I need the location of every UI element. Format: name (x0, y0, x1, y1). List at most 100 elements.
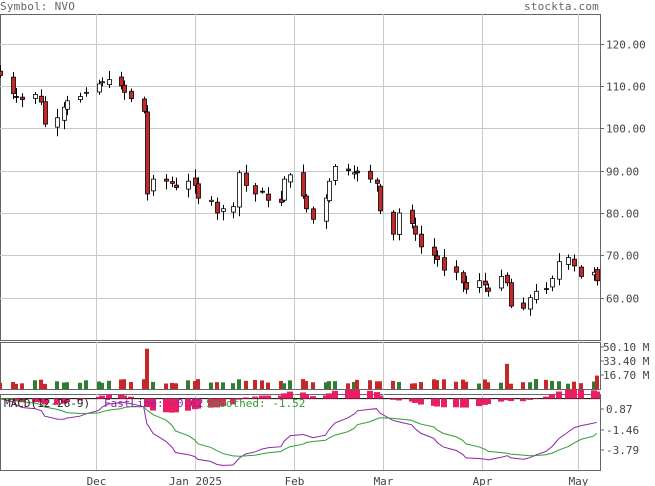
candle-body (391, 211, 396, 235)
candle-body (378, 185, 383, 212)
volume-tick-label: 50.10 M (603, 341, 650, 354)
macd-histogram-bar (54, 398, 60, 405)
macd-histogram-bar (453, 398, 459, 408)
volume-bar (375, 381, 379, 389)
candle-body (509, 282, 514, 307)
volume-bar (43, 383, 47, 389)
macd-histogram-bar (38, 398, 44, 403)
volume-bar (352, 381, 356, 389)
x-tick-label: Feb (285, 475, 305, 486)
candle-body (528, 297, 533, 310)
volume-bar (196, 379, 200, 389)
volume-bar (378, 381, 382, 389)
volume-bar (454, 381, 458, 389)
volume-bar (84, 380, 88, 389)
macd-histogram-bar (556, 391, 562, 399)
volume-bar (461, 379, 465, 389)
volume-bar (62, 382, 66, 389)
candle-body (215, 201, 220, 214)
macd-histogram-bar (441, 398, 447, 408)
macd-histogram-bar (434, 398, 440, 407)
volume-tick-label: 16.70 M (603, 369, 650, 382)
macd-histogram-bar (504, 398, 510, 401)
macd-histogram-bar (169, 398, 175, 413)
macd-histogram-bar (265, 395, 271, 399)
volume-bar (544, 379, 548, 389)
volume-bar (327, 381, 331, 389)
volume-bar (355, 379, 359, 389)
candle-body (100, 81, 105, 84)
volume-bar (164, 383, 168, 389)
candle-body (39, 95, 44, 103)
volume-bar (100, 382, 104, 389)
volume-bar (435, 380, 439, 389)
candle-body (534, 290, 539, 300)
macd-histogram-bar (354, 389, 360, 399)
candle-body (595, 269, 600, 282)
candle-body (0, 70, 3, 76)
volume-bar (391, 380, 395, 389)
candle-body (244, 172, 249, 186)
candle-body (544, 288, 549, 290)
candle-body (327, 180, 332, 202)
macd-histogram-bar (281, 393, 287, 399)
candle-body (346, 168, 351, 172)
volume-bar (129, 382, 133, 389)
volume-bar (170, 382, 174, 389)
candle-body (193, 177, 198, 186)
macd-histogram-bar (150, 398, 156, 411)
macd-fast-line (0, 398, 597, 466)
macd-histogram-bar (543, 396, 549, 399)
candle-body (151, 178, 156, 192)
candle-body (279, 198, 284, 203)
macd-fastline-legend: FastLine: -0.62 (104, 397, 203, 410)
macd-histogram-bar (303, 394, 309, 399)
candle-body (288, 174, 293, 183)
macd-histogram-bar (128, 396, 134, 399)
macd-histogram-bar (396, 398, 402, 401)
volume-bar (145, 348, 149, 389)
volume-bar (151, 381, 155, 389)
candle-body (352, 172, 357, 175)
candle-body (97, 83, 102, 93)
macd-histogram-bar (208, 398, 214, 408)
volume-bar (304, 380, 308, 389)
candle-body (221, 208, 226, 212)
volume-bar (346, 383, 350, 389)
candle-body (550, 278, 555, 288)
volume-bar (557, 381, 561, 389)
volume-bar (107, 380, 111, 389)
volume-bar (266, 382, 270, 389)
macd-histogram-bar (377, 395, 383, 399)
candle-body (129, 90, 134, 100)
candle-body (461, 272, 466, 284)
candle-body (355, 170, 360, 174)
volume-bar (505, 363, 509, 389)
candle-body (499, 276, 504, 289)
macd-tick-label: -1.46 (606, 424, 639, 437)
macd-histogram-bar (332, 390, 338, 399)
macd-histogram-bar (527, 398, 533, 400)
macd-histogram-bar (236, 398, 242, 400)
candle-body (375, 179, 380, 184)
candle-body (65, 100, 70, 110)
candle-body (572, 258, 577, 267)
volume-bar (119, 379, 123, 389)
candle-body (196, 183, 201, 199)
price-tick-label: 70.00 (606, 250, 639, 263)
volume-bar (122, 379, 126, 389)
candle-body (324, 197, 329, 222)
volume-bar (324, 382, 328, 389)
macd-histogram-bar (390, 398, 396, 400)
candle-body (566, 257, 571, 265)
macd-histogram-bar (345, 389, 351, 399)
candle-body (43, 101, 48, 125)
candle-body (432, 246, 437, 256)
candle-body (505, 274, 510, 284)
volume-bar (442, 379, 446, 389)
volume-bar (419, 382, 423, 389)
volume-bar (566, 383, 570, 389)
candle-body (119, 76, 124, 87)
candle-body (419, 233, 424, 248)
